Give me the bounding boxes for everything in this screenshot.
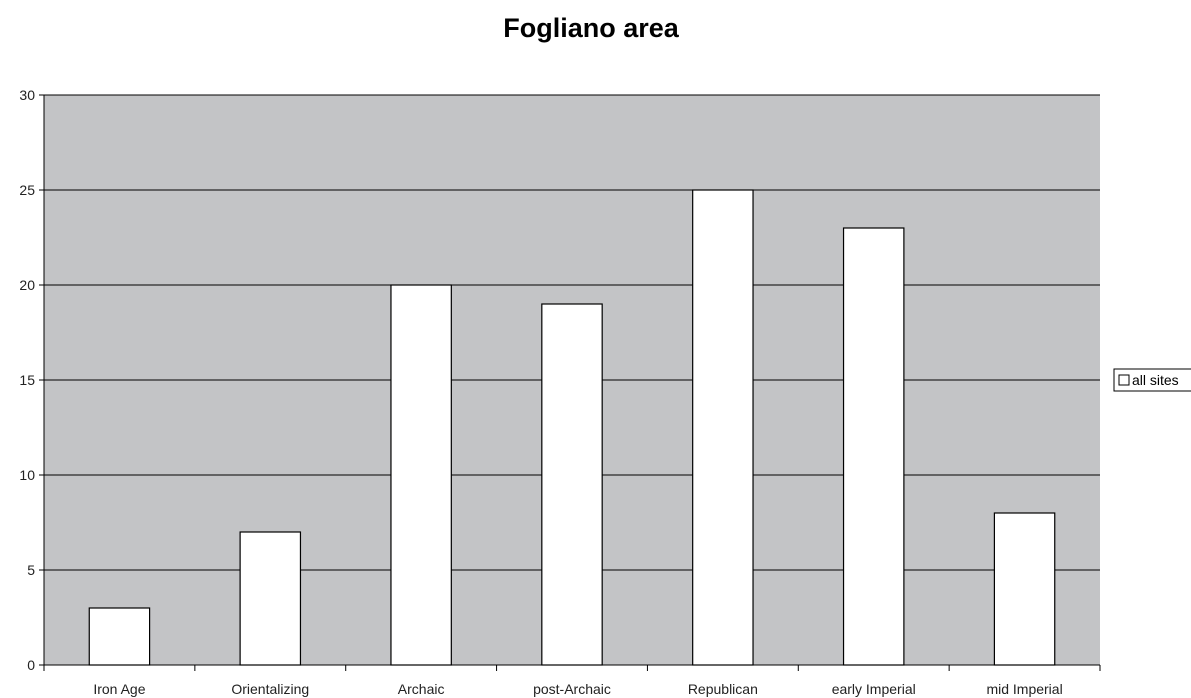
y-tick-label: 0: [27, 657, 35, 673]
bar: [239, 531, 302, 666]
y-tick-label: 10: [19, 467, 35, 483]
x-tick-label: Iron Age: [93, 681, 145, 697]
bar: [993, 512, 1056, 666]
x-tick-label: Republican: [688, 681, 758, 697]
x-tick-label: Orientalizing: [231, 681, 309, 697]
bar: [842, 227, 905, 666]
bar: [541, 303, 603, 666]
legend-box: [1113, 368, 1191, 392]
bar: [390, 284, 452, 666]
bar: [88, 607, 151, 666]
bars: [88, 189, 1056, 666]
y-tick-label: 25: [19, 182, 35, 198]
y-tick-label: 15: [19, 372, 35, 388]
x-tick-label: Archaic: [398, 681, 445, 697]
y-tick-label: 30: [19, 87, 35, 103]
bar: [692, 189, 754, 666]
y-tick-label: 5: [27, 562, 35, 578]
chart-title: Fogliano area: [503, 13, 680, 43]
x-tick-label: mid Imperial: [986, 681, 1062, 697]
y-tick-label: 20: [19, 277, 35, 293]
legend: all sites: [1113, 368, 1191, 392]
legend-label: all sites: [1132, 372, 1179, 388]
x-tick-label: post-Archaic: [533, 681, 611, 697]
legend-swatch: [1118, 374, 1130, 386]
axes: 0 5 10 15 20 25 30 Iron Age Orientalizing Archaic…: [19, 87, 1101, 697]
x-tick-label: early Imperial: [832, 681, 916, 697]
